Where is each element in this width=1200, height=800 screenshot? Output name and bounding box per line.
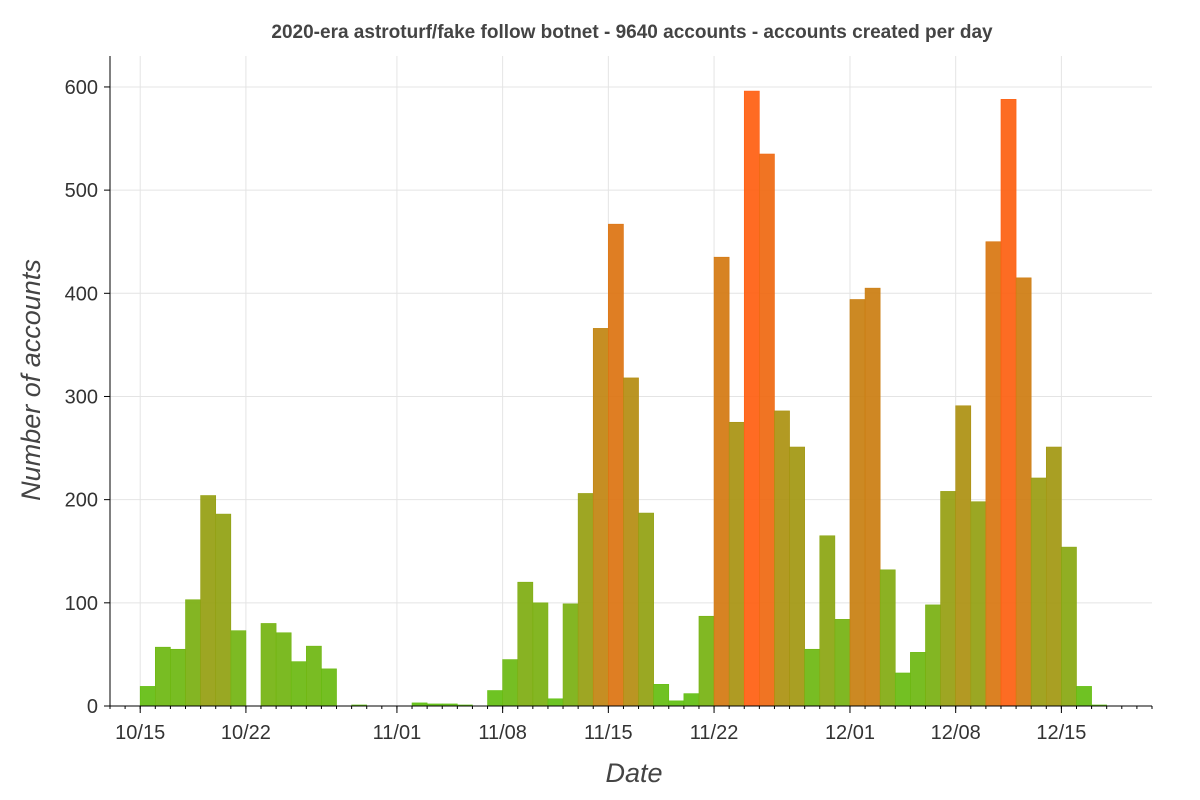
bar [215,513,232,707]
y-tick-label: 600 [65,77,98,99]
bar [849,299,866,707]
bar [910,652,926,707]
x-axis-label: Date [605,758,662,788]
bar [834,619,851,707]
y-axis-label: Number of accounts [16,259,46,501]
bar [290,661,307,707]
y-tick-label: 200 [65,490,98,512]
bar [321,668,337,707]
y-tick-label: 500 [65,180,98,202]
bar [638,512,654,707]
bar [1045,446,1062,707]
bar [940,491,956,707]
bar [970,501,987,707]
bar [1000,99,1017,707]
x-axis-ticks: 10/15 10/22 11/01 11/08 11/15 11/22 12/01 12/08… [109,706,1153,744]
bar [155,646,171,707]
chart-title: 2020-era astroturf/fake follow botnet - … [271,22,993,43]
bar [275,632,292,707]
bar [683,693,700,707]
x-tick-label: 11/22 [690,722,739,744]
bar [592,328,609,707]
bar [894,672,911,707]
bar [1015,277,1032,707]
bar [306,645,322,707]
bar [517,581,534,707]
bar [562,603,579,707]
axes [109,56,1152,707]
x-tick-label: 11/15 [584,722,633,744]
bar [487,690,503,707]
bar [713,256,730,707]
bar [185,599,201,707]
bar [1076,686,1092,707]
bar [925,604,941,707]
bar [547,698,564,707]
y-tick-label: 100 [65,593,98,615]
bar [668,700,685,707]
bar [728,421,745,707]
bar [879,569,896,707]
x-tick-label: 12/15 [1036,722,1086,744]
bar [1061,546,1077,707]
bar [260,623,277,707]
x-tick-label: 12/08 [931,722,981,744]
bar [139,686,156,707]
bar [743,90,760,707]
y-tick-label: 400 [65,283,98,305]
x-tick-label: 12/01 [825,722,875,744]
y-tick-label: 0 [87,696,98,718]
x-tick-label: 11/01 [373,722,422,744]
bar [759,153,775,707]
y-axis-ticks: 0 100 200 300 400 500 600 [65,77,110,718]
bar [698,615,715,707]
x-tick-label: 11/08 [478,722,527,744]
bar [230,630,247,707]
bar [532,602,549,707]
bar [170,648,186,707]
bar [653,684,670,707]
bar [774,410,790,707]
bar [1030,477,1047,707]
x-tick-label: 10/15 [115,722,165,744]
bar [502,659,519,707]
x-tick-label: 10/22 [221,722,271,744]
bar [819,535,836,707]
bar [985,241,1002,707]
bar [608,223,624,707]
bar [200,495,217,707]
bar [955,405,972,707]
bar [623,377,639,707]
bar [577,493,594,707]
bars [139,90,1107,707]
bar [864,287,881,707]
bar [789,446,805,707]
y-tick-label: 300 [65,386,98,408]
bar [804,648,821,707]
